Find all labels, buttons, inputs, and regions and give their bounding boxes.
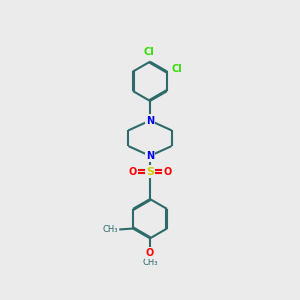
Text: CH₃: CH₃ <box>102 225 118 234</box>
Text: O: O <box>128 167 136 177</box>
Text: Cl: Cl <box>171 64 182 74</box>
Text: Cl: Cl <box>144 47 154 57</box>
Text: N: N <box>146 151 154 161</box>
Text: N: N <box>146 116 154 126</box>
Text: S: S <box>146 167 154 177</box>
Text: O: O <box>146 248 154 258</box>
Text: CH₃: CH₃ <box>142 258 158 267</box>
Text: O: O <box>164 167 172 177</box>
